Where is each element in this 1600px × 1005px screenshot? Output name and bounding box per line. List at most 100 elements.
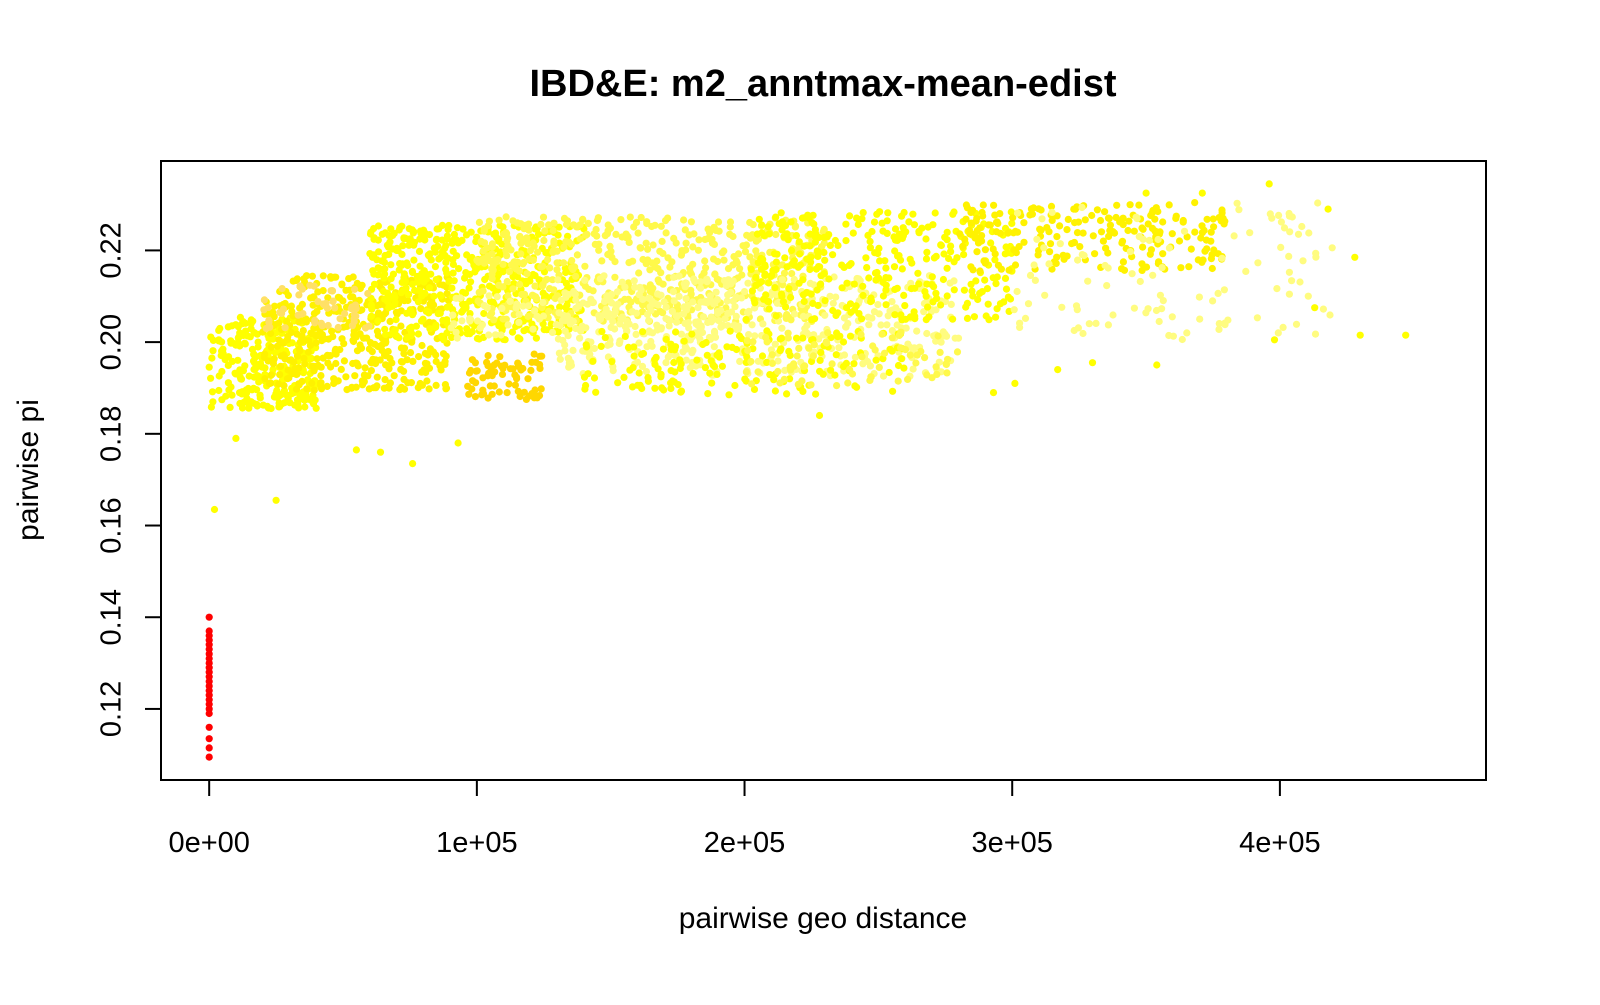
cloud-point-2264 <box>811 315 819 323</box>
cloud-point-3101 <box>726 327 734 335</box>
cloud-point-3053 <box>595 311 603 320</box>
data-point-3307 <box>815 411 824 420</box>
cloud-point-2295 <box>906 255 914 263</box>
cloud-point-2785 <box>1215 320 1223 328</box>
cloud-point-3190 <box>624 343 633 351</box>
cloud-point-2350 <box>832 311 840 320</box>
cloud-point-2794 <box>1132 213 1140 221</box>
cloud-point-2890 <box>514 359 522 367</box>
cloud-point-2857 <box>511 381 519 389</box>
cloud-point-2046 <box>943 332 951 340</box>
cloud-point-2386 <box>906 313 915 321</box>
cloud-point-3208 <box>670 358 678 367</box>
cloud-point-1569 <box>560 243 568 251</box>
cloud-point-2288 <box>909 210 917 218</box>
cloud-point-3091 <box>786 375 794 383</box>
cloud-point-198 <box>280 387 288 395</box>
cloud-point-355 <box>337 365 345 373</box>
cloud-point-441 <box>400 350 408 358</box>
cloud-point-2653 <box>1005 266 1013 274</box>
cloud-point-2774 <box>1277 218 1285 226</box>
cloud-point-1326 <box>567 240 576 248</box>
cloud-point-2991 <box>723 297 731 305</box>
cloud-point-1441 <box>695 236 703 244</box>
cloud-point-2750 <box>1218 254 1226 262</box>
x-tick-label-3: 3e+05 <box>971 827 1052 859</box>
cloud-point-1413 <box>544 256 552 264</box>
cloud-point-2431 <box>1007 208 1015 216</box>
cloud-point-3010 <box>449 311 457 319</box>
cloud-point-365 <box>293 352 302 360</box>
cloud-point-2162 <box>683 345 691 353</box>
cloud-point-3290 <box>801 362 809 370</box>
cloud-point-2499 <box>943 236 951 244</box>
cloud-point-1703 <box>598 257 606 265</box>
cloud-point-2705 <box>1147 211 1155 220</box>
cloud-point-638 <box>386 354 394 363</box>
cloud-point-2391 <box>779 298 788 306</box>
cloud-point-2962 <box>576 334 584 342</box>
cloud-point-1783 <box>737 294 746 302</box>
cloud-point-2198 <box>879 292 888 300</box>
cloud-point-2375 <box>981 276 989 284</box>
cloud-point-2476 <box>846 300 855 308</box>
cloud-point-1520 <box>702 264 710 272</box>
cloud-point-2314 <box>923 248 931 256</box>
cloud-point-2711 <box>1130 227 1138 235</box>
cloud-point-2759 <box>1014 209 1022 217</box>
cloud-point-256 <box>256 391 264 399</box>
cloud-point-3254 <box>953 348 962 356</box>
cloud-point-2346 <box>752 273 760 281</box>
cloud-point-1098 <box>390 229 398 237</box>
cloud-point-2524 <box>1119 258 1127 266</box>
cloud-point-2941 <box>281 324 289 332</box>
cloud-point-2139 <box>884 312 892 320</box>
cloud-point-1659 <box>682 246 690 254</box>
cloud-point-1912 <box>581 276 589 284</box>
cloud-point-2837 <box>495 388 503 396</box>
cloud-point-2300 <box>820 248 828 257</box>
cloud-point-1177 <box>398 278 406 286</box>
cloud-point-2435 <box>787 246 796 255</box>
cloud-point-2409 <box>947 248 955 256</box>
cloud-point-1469 <box>524 312 532 321</box>
cloud-point-2749 <box>1056 240 1064 248</box>
cloud-point-2378 <box>898 212 906 220</box>
cloud-point-1645 <box>648 259 656 267</box>
cloud-point-2751 <box>1275 211 1283 219</box>
cloud-point-547 <box>442 385 450 393</box>
cloud-point-2795 <box>1158 264 1166 272</box>
cloud-point-150 <box>224 323 232 331</box>
cloud-point-2557 <box>1101 208 1109 216</box>
cloud-point-3289 <box>895 331 903 339</box>
cloud-point-2384 <box>950 286 958 294</box>
cloud-point-492 <box>309 293 317 301</box>
cloud-point-3106 <box>778 334 786 342</box>
cloud-point-3057 <box>621 323 629 331</box>
cloud-point-1690 <box>687 218 696 226</box>
cloud-point-2469 <box>803 288 811 297</box>
cloud-point-2149 <box>745 307 753 315</box>
cloud-point-3170 <box>676 356 684 364</box>
cloud-point-2133 <box>555 349 564 357</box>
cloud-point-2576 <box>1088 211 1096 220</box>
cloud-point-485 <box>332 359 340 368</box>
cloud-point-1395 <box>682 239 690 247</box>
cloud-point-1093 <box>463 325 471 333</box>
cloud-point-479 <box>267 371 275 379</box>
cloud-point-2460 <box>1001 250 1009 258</box>
cloud-point-3179 <box>885 368 893 377</box>
cloud-point-3171 <box>731 381 739 390</box>
data-point-3305 <box>376 448 385 456</box>
cloud-point-1140 <box>442 242 450 250</box>
cloud-point-2580 <box>1048 265 1056 273</box>
cloud-point-251 <box>239 331 247 340</box>
cloud-point-679 <box>306 341 314 349</box>
cloud-point-3256 <box>743 337 751 345</box>
cloud-point-3073 <box>827 366 835 374</box>
cloud-point-2783 <box>1277 243 1285 251</box>
cloud-point-2790 <box>1319 305 1327 313</box>
cloud-point-259 <box>208 388 217 396</box>
cloud-point-3104 <box>741 375 749 383</box>
cloud-point-2940 <box>296 282 304 290</box>
